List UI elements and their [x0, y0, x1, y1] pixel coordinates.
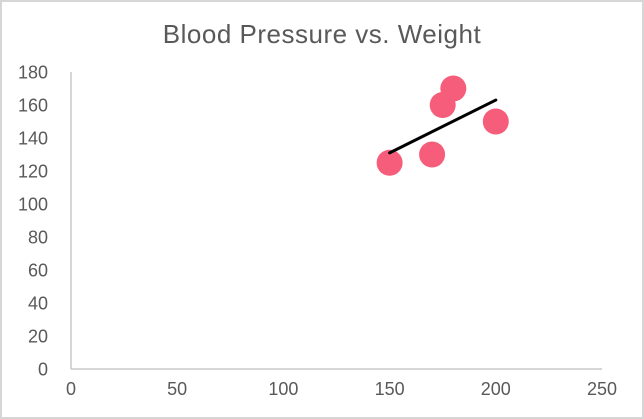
x-tick-label: 200 [481, 379, 511, 399]
x-tick-label: 100 [268, 379, 298, 399]
y-tick-label: 180 [18, 63, 48, 83]
trendline [388, 98, 498, 155]
y-tick-label: 120 [18, 162, 48, 182]
y-tick-label: 0 [38, 360, 48, 380]
data-point [429, 92, 456, 118]
x-tick-label: 0 [66, 379, 76, 399]
y-tick-label: 160 [18, 96, 48, 116]
y-tick-label: 140 [18, 129, 48, 149]
x-tick-label: 50 [167, 379, 187, 399]
y-tick-label: 100 [18, 195, 48, 215]
chart-title: Blood Pressure vs. Weight [162, 19, 482, 49]
y-tick-label: 40 [28, 294, 48, 314]
y-tick-label: 20 [28, 327, 48, 347]
data-point [482, 108, 509, 135]
data-point [419, 141, 446, 168]
y-tick-label: 80 [28, 228, 48, 248]
x-tick-label: 150 [375, 379, 405, 399]
y-tick-label: 60 [28, 261, 48, 281]
x-tick-label: 250 [587, 379, 617, 399]
data-point [376, 149, 403, 176]
